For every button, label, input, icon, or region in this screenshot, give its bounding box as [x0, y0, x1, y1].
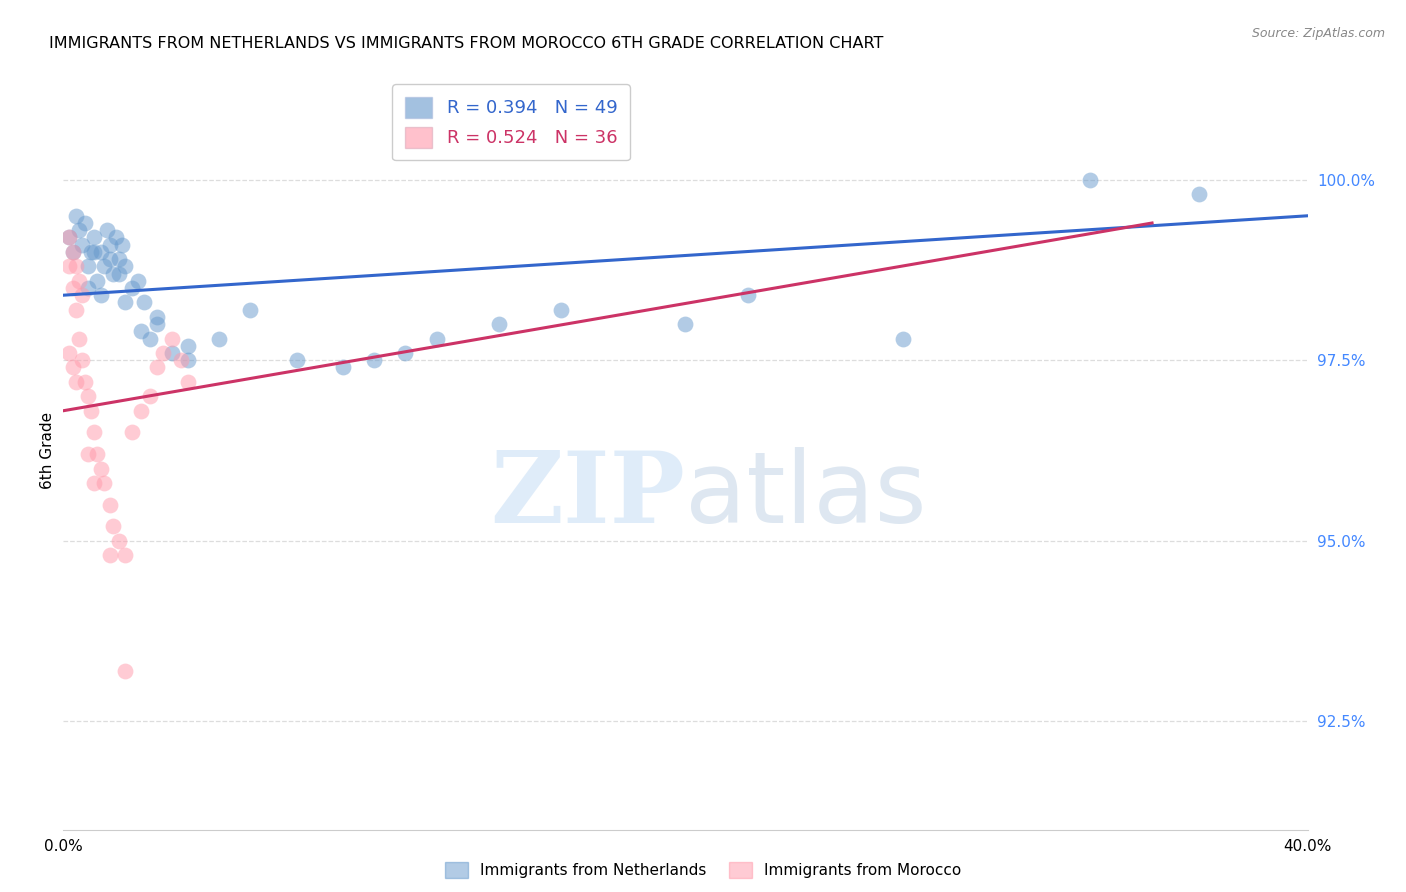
Point — [108, 267, 131, 281]
Point — [58, 346, 80, 360]
Point — [114, 548, 136, 562]
Point — [332, 360, 354, 375]
Point — [121, 425, 143, 440]
Text: IMMIGRANTS FROM NETHERLANDS VS IMMIGRANTS FROM MOROCCO 6TH GRADE CORRELATION CHA: IMMIGRANTS FROM NETHERLANDS VS IMMIGRANT… — [49, 36, 883, 51]
Y-axis label: 6th Grade: 6th Grade — [39, 412, 55, 489]
Point — [208, 332, 231, 346]
Point — [426, 332, 449, 346]
Point — [62, 360, 84, 375]
Point — [114, 295, 136, 310]
Point — [93, 260, 115, 274]
Point — [62, 244, 84, 259]
Point — [77, 447, 100, 461]
Point — [65, 209, 87, 223]
Text: Source: ZipAtlas.com: Source: ZipAtlas.com — [1251, 27, 1385, 40]
Point — [98, 498, 121, 512]
Point — [101, 519, 124, 533]
Point — [96, 223, 118, 237]
Point — [152, 346, 174, 360]
Point — [891, 332, 914, 346]
Point — [90, 288, 112, 302]
Point — [139, 389, 162, 403]
Point — [160, 346, 183, 360]
Point — [675, 317, 697, 331]
Point — [80, 403, 103, 417]
Point — [58, 230, 80, 244]
Point — [170, 353, 193, 368]
Point — [65, 375, 87, 389]
Point — [111, 237, 134, 252]
Point — [363, 353, 385, 368]
Point — [83, 475, 105, 490]
Point — [160, 332, 183, 346]
Point — [108, 252, 131, 266]
Point — [134, 295, 156, 310]
Point — [121, 281, 143, 295]
Point — [145, 360, 167, 375]
Point — [98, 252, 121, 266]
Point — [65, 302, 87, 317]
Point — [105, 230, 128, 244]
Point — [129, 324, 152, 338]
Point — [90, 244, 112, 259]
Point — [83, 425, 105, 440]
Point — [737, 288, 759, 302]
Point — [114, 260, 136, 274]
Point — [550, 302, 572, 317]
Point — [101, 267, 124, 281]
Point — [80, 244, 103, 259]
Point — [67, 223, 90, 237]
Point — [1078, 172, 1101, 186]
Point — [83, 230, 105, 244]
Point — [145, 310, 167, 324]
Point — [70, 237, 93, 252]
Point — [127, 274, 149, 288]
Point — [114, 664, 136, 678]
Point — [145, 317, 167, 331]
Legend: Immigrants from Netherlands, Immigrants from Morocco: Immigrants from Netherlands, Immigrants … — [439, 856, 967, 884]
Point — [73, 216, 96, 230]
Point — [98, 237, 121, 252]
Text: ZIP: ZIP — [491, 448, 686, 544]
Point — [93, 475, 115, 490]
Point — [62, 244, 84, 259]
Point — [77, 389, 100, 403]
Legend: R = 0.394   N = 49, R = 0.524   N = 36: R = 0.394 N = 49, R = 0.524 N = 36 — [392, 84, 630, 161]
Point — [108, 533, 131, 548]
Point — [177, 339, 200, 353]
Point — [77, 281, 100, 295]
Point — [86, 447, 108, 461]
Point — [1188, 187, 1211, 202]
Text: atlas: atlas — [686, 448, 927, 544]
Point — [65, 260, 87, 274]
Point — [239, 302, 262, 317]
Point — [139, 332, 162, 346]
Point — [129, 403, 152, 417]
Point — [90, 461, 112, 475]
Point — [58, 230, 80, 244]
Point — [285, 353, 308, 368]
Point — [70, 288, 93, 302]
Point — [394, 346, 416, 360]
Point — [177, 375, 200, 389]
Point — [98, 548, 121, 562]
Point — [77, 260, 100, 274]
Point — [67, 274, 90, 288]
Point — [488, 317, 510, 331]
Point — [177, 353, 200, 368]
Point — [86, 274, 108, 288]
Point — [70, 353, 93, 368]
Point — [73, 375, 96, 389]
Point — [58, 260, 80, 274]
Point — [62, 281, 84, 295]
Point — [83, 244, 105, 259]
Point — [67, 332, 90, 346]
